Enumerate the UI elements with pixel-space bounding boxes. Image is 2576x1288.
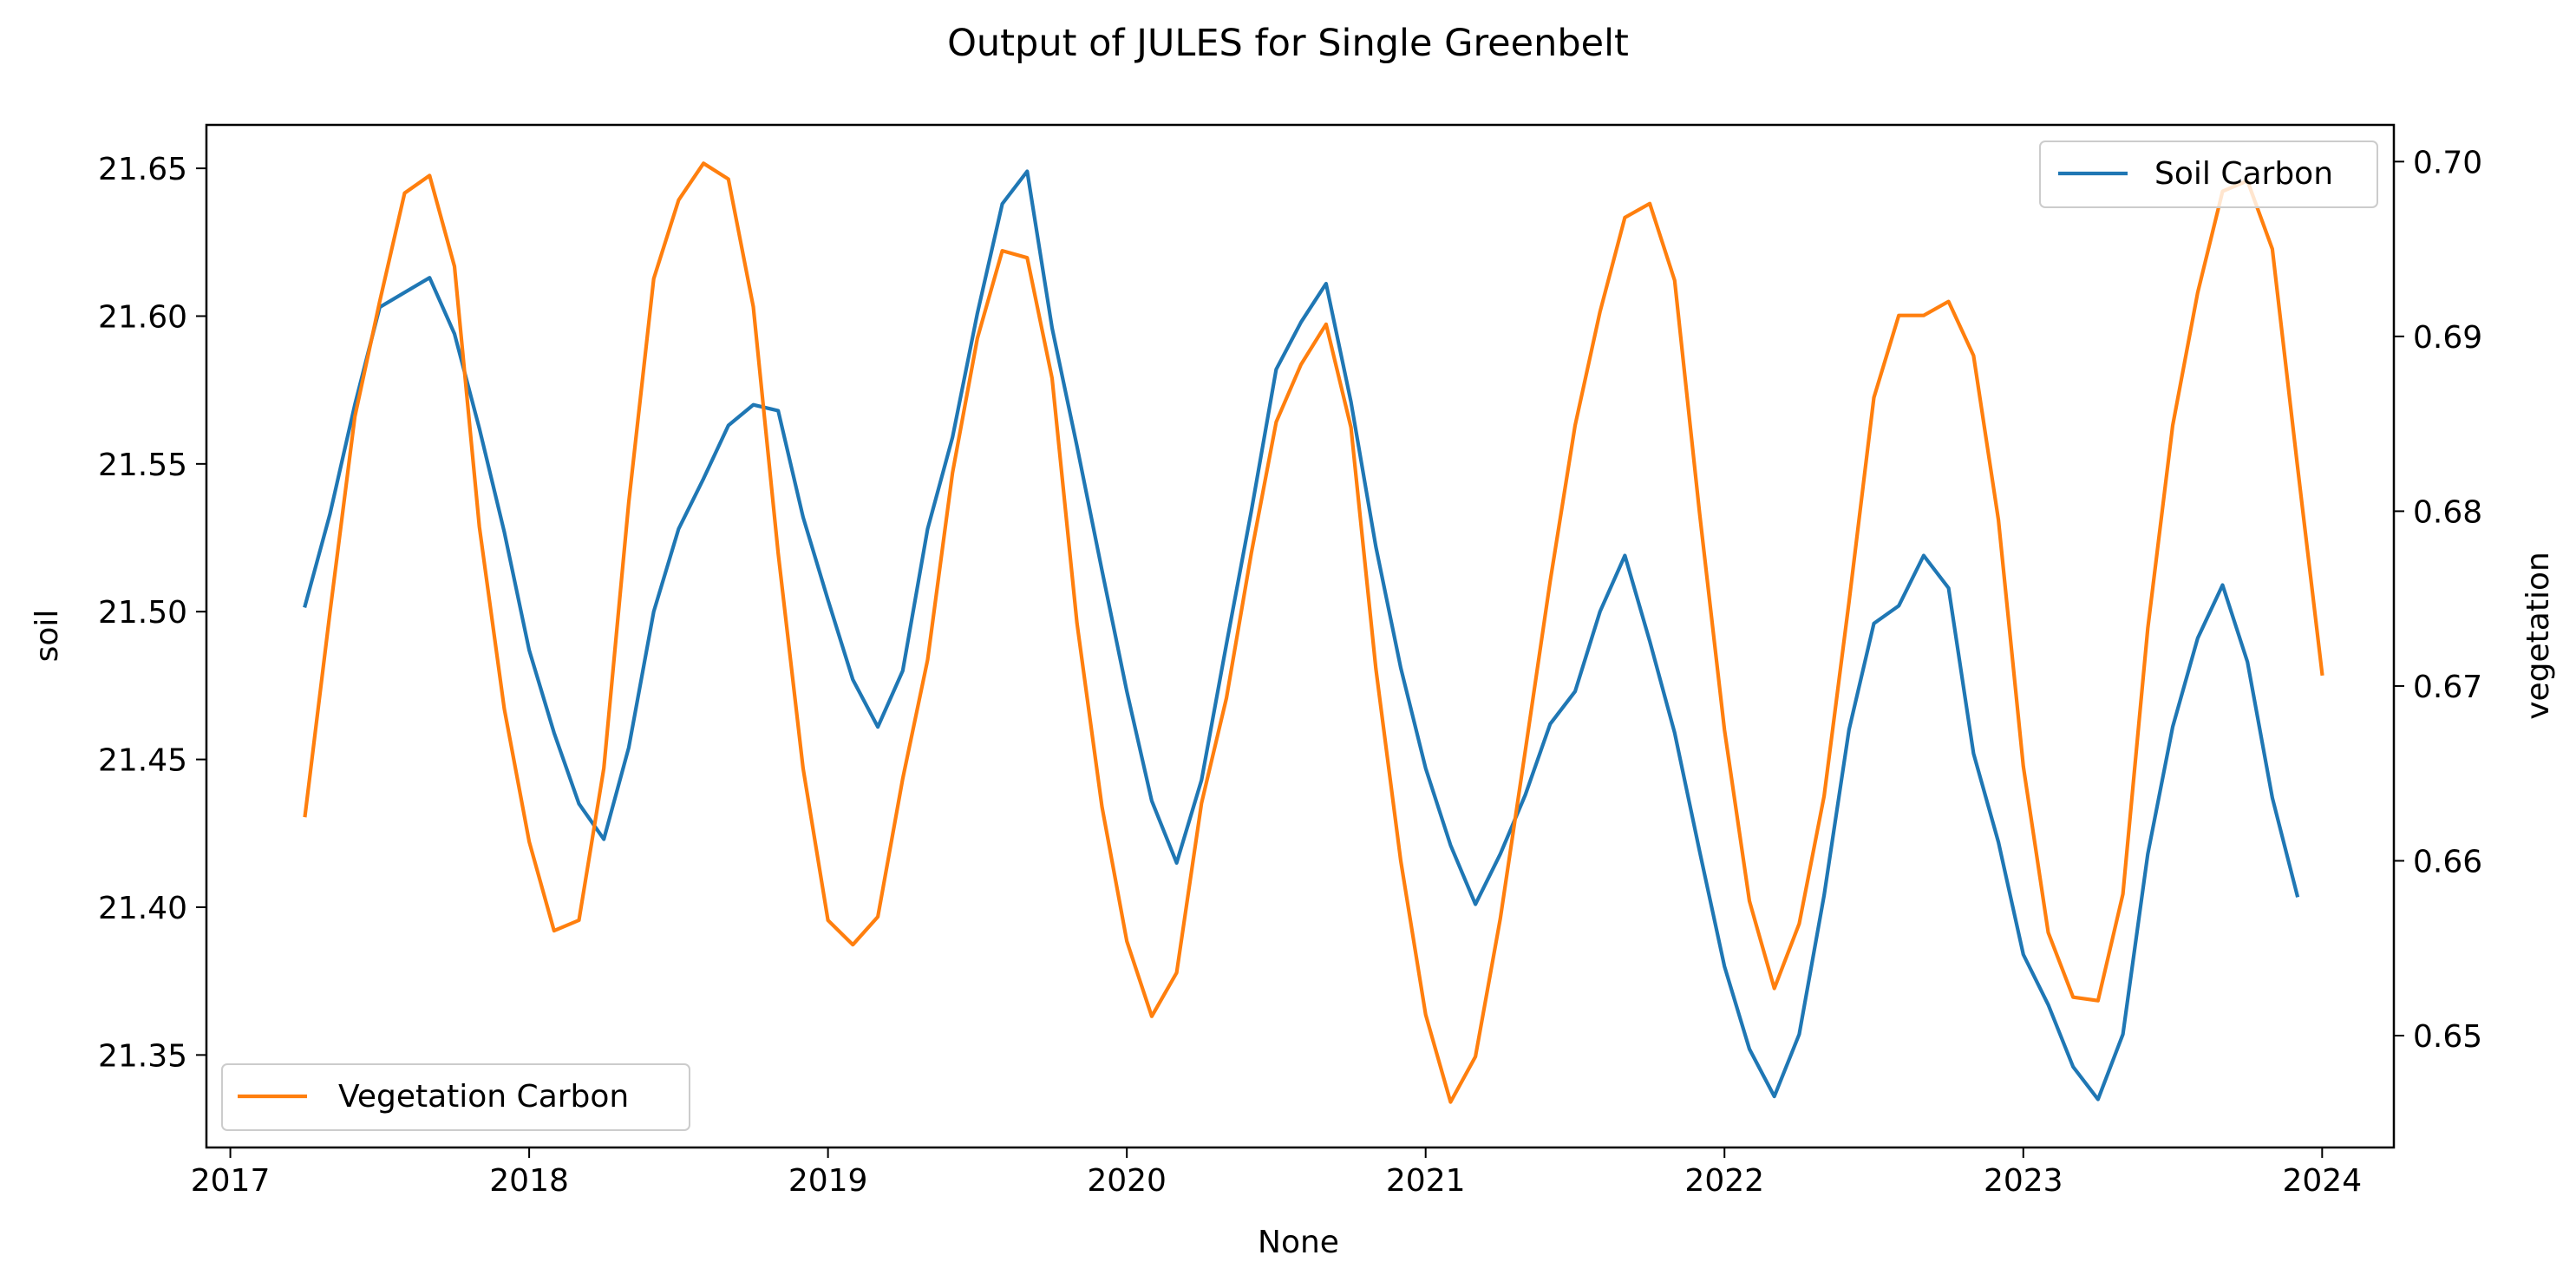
x-tick-label: 2024 [2282, 1163, 2362, 1199]
y-axis-left-label: soil [29, 610, 65, 663]
plot-area-frame [205, 123, 2396, 1149]
y-left-tick-label: 21.65 [98, 152, 187, 187]
y-right-tick-label: 0.70 [2413, 145, 2482, 180]
y-right-tick-label: 0.65 [2413, 1019, 2482, 1055]
y-axis-left: 21.35 21.40 21.45 21.50 21.55 21.60 21.65 [98, 152, 206, 1074]
series-line-vegetation-carbon [303, 161, 2324, 1104]
y-left-tick-label: 21.35 [98, 1038, 187, 1074]
x-tick-label: 2023 [1984, 1163, 2063, 1199]
legend-soil-carbon-box [2039, 141, 2378, 208]
series-line-soil-carbon [303, 169, 2300, 1102]
x-axis: 2017 2018 2019 2020 2021 2022 2023 2024 [191, 1147, 2362, 1199]
y-axis-right: 0.65 0.66 0.67 0.68 0.69 0.70 [2394, 145, 2482, 1055]
y-left-tick-label: 21.40 [98, 891, 187, 926]
y-left-tick-label: 21.60 [98, 299, 187, 335]
y-axis-right-label: vegetation [2520, 552, 2556, 720]
legend-soil-carbon-label: Soil Carbon [2154, 156, 2333, 192]
x-tick-label: 2018 [489, 1163, 569, 1199]
legend-vegetation-carbon-box [221, 1063, 690, 1131]
y-left-tick-label: 21.45 [98, 743, 187, 779]
series-layer [303, 161, 2324, 1104]
legend-soil-carbon: Soil Carbon [2039, 141, 2378, 208]
y-right-tick-label: 0.69 [2413, 320, 2482, 356]
y-right-tick-label: 0.67 [2413, 670, 2482, 705]
x-axis-label: None [1258, 1225, 1339, 1260]
y-right-tick-label: 0.68 [2413, 494, 2482, 530]
x-tick-label: 2019 [788, 1163, 868, 1199]
x-tick-label: 2021 [1386, 1163, 1466, 1199]
chart-title: Output of JULES for Single Greenbelt [947, 22, 1629, 65]
x-tick-label: 2017 [191, 1163, 271, 1199]
x-tick-label: 2022 [1684, 1163, 1764, 1199]
y-right-tick-label: 0.66 [2413, 844, 2482, 879]
y-left-tick-label: 21.55 [98, 448, 187, 483]
y-left-tick-label: 21.50 [98, 595, 187, 631]
x-tick-label: 2020 [1087, 1163, 1167, 1199]
legend-vegetation-carbon: Vegetation Carbon [221, 1063, 690, 1131]
legend-vegetation-carbon-label: Vegetation Carbon [338, 1079, 629, 1115]
